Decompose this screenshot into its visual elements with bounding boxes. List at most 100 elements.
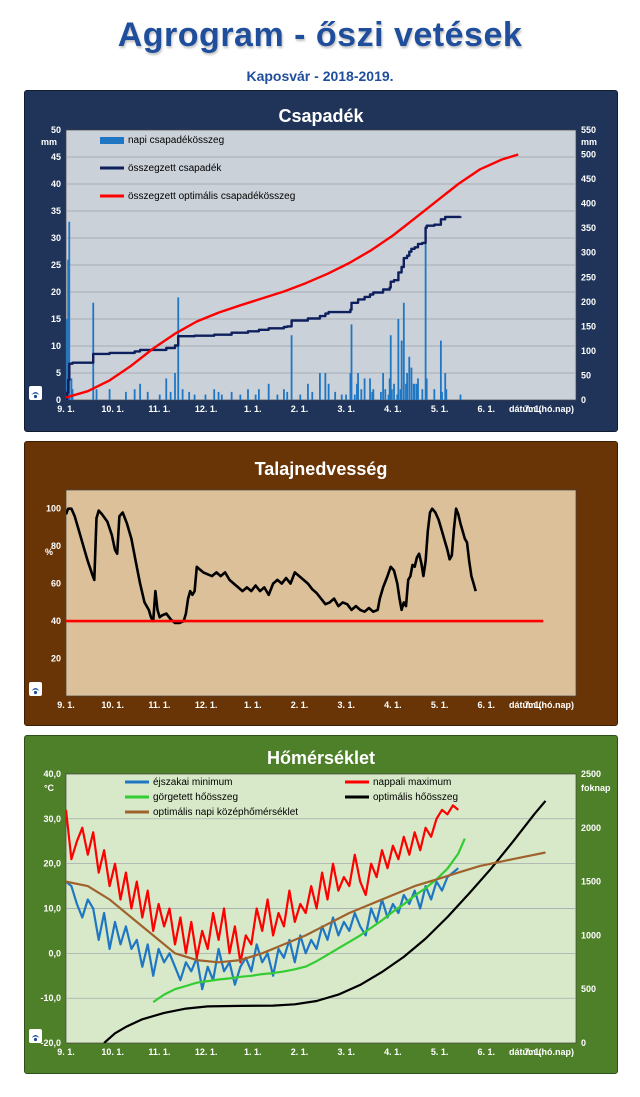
precip-bar (384, 389, 387, 400)
precip-bar (193, 394, 196, 400)
y-tick-label: 5 (56, 368, 61, 378)
precip-bar (412, 383, 415, 400)
precip-bar (444, 373, 447, 400)
precip-bar (67, 259, 70, 400)
x-tick-label: 2. 1. (291, 404, 309, 414)
precip-bar (334, 391, 337, 400)
x-tick-label: 3. 1. (337, 700, 355, 710)
x-tick-label: 11. 1. (148, 700, 170, 710)
series-összegzett-optimális-csapadékösszeg (66, 153, 519, 399)
precip-bar (95, 389, 98, 400)
y2-tick-label: 1000 (581, 930, 601, 940)
precip-bar (360, 389, 363, 400)
temperature-chart: Hőmérséklet -20,0 -10,0 0,0 10,0 20,0 30,0 40,0… (29, 748, 611, 1057)
legend-label: éjszakai minimum (153, 777, 232, 788)
precip-bar (70, 378, 73, 400)
y-tick-label: 40,0 (43, 769, 61, 779)
x-tick-label: 9. 1. (57, 1047, 75, 1057)
panel-title: Talajnedvesség (255, 459, 388, 479)
precip-bar (324, 373, 327, 400)
x-tick-label: 1. 1. (244, 1047, 262, 1057)
precip-bar (276, 394, 279, 400)
y-tick-label: 20 (51, 287, 61, 297)
precip-bar (433, 389, 436, 400)
y-tick-label: -10,0 (40, 993, 61, 1003)
precip-bar (350, 324, 353, 400)
precip-bar (424, 232, 427, 400)
precip-bar (349, 373, 352, 400)
y2-tick-label: 450 (581, 174, 596, 184)
precip-bar (406, 373, 408, 400)
y-tick-label: 30 (51, 233, 61, 243)
y-tick-label: 35 (51, 206, 61, 216)
series-group (66, 153, 519, 400)
page-subtitle: Kaposvár - 2018-2019. (246, 68, 394, 84)
precip-bar (327, 383, 330, 400)
x-tick-label: 5. 1. (431, 1047, 449, 1057)
precip-bar (389, 335, 392, 400)
precip-bar (408, 356, 411, 400)
precip-bar (290, 335, 293, 400)
precip-bar (169, 391, 172, 400)
precip-bar (371, 391, 374, 400)
legend-label: görgetett hőösszeg (153, 792, 238, 803)
y-tick-label: 10,0 (43, 904, 61, 914)
panel-title: Hőmérséklet (267, 748, 375, 768)
x-unit-label: dátum (hó.nap) (509, 1047, 574, 1057)
x-tick-label: 1. 1. (244, 700, 262, 710)
precip-bar (311, 391, 314, 400)
precip-bar (402, 302, 405, 400)
x-tick-label: 7. 1. (524, 700, 542, 710)
series-optimális-napi-középhőmérséklet (66, 851, 546, 964)
precip-bar (177, 297, 180, 400)
panel-title: Csapadék (278, 106, 364, 126)
logo-badge (29, 386, 42, 400)
x-tick-label: 12. 1. (195, 700, 218, 710)
legend-label: nappali maximum (373, 777, 451, 788)
precip-bar (345, 394, 347, 400)
y2-tick-label: 2500 (581, 769, 601, 779)
precip-bar (382, 373, 385, 400)
precip-bar (108, 389, 111, 400)
precip-bar (357, 373, 359, 400)
y2-tick-label: 500 (581, 984, 596, 994)
precip-bar (204, 394, 207, 400)
x-tick-label: 4. 1. (384, 1047, 402, 1057)
y-tick-label: 60 (51, 579, 61, 589)
x-tick-label: 9. 1. (57, 404, 75, 414)
y-tick-label: 80 (51, 541, 61, 551)
precip-bar (66, 319, 68, 400)
y-tick-label: 20,0 (43, 859, 61, 869)
y2-tick-label: 50 (581, 370, 591, 380)
precip-bar (405, 383, 407, 400)
precip-bar (230, 391, 233, 400)
y2-tick-label: 300 (581, 248, 596, 258)
precip-bar (356, 383, 358, 400)
series-group (66, 507, 544, 625)
y-tick-label: -20,0 (40, 1038, 61, 1048)
x-tick-label: 5. 1. (431, 700, 449, 710)
precip-bar (283, 389, 285, 400)
soil-moisture-panel: Talajnedvesség 20 40 60 80 100% 9. 1. 10. 1. 11.… (24, 441, 618, 726)
precip-bar (188, 391, 191, 400)
precip-bar (397, 319, 400, 400)
precip-bar (400, 340, 403, 400)
soil-moisture-chart: Talajnedvesség 20 40 60 80 100% 9. 1. 10. 1. 11.… (29, 459, 577, 710)
precip-bar (286, 391, 289, 400)
precip-bar (165, 378, 168, 400)
precip-bar (441, 391, 443, 400)
logo-badge (29, 682, 42, 696)
y2-tick-label: 1500 (581, 877, 601, 887)
y2-tick-label: 550 (581, 125, 596, 135)
series-éjszakai-minimum (66, 867, 459, 991)
precip-bar (125, 391, 127, 400)
legend-swatch (100, 137, 124, 144)
precip-bar (399, 389, 402, 400)
precip-bar (92, 302, 95, 400)
series-görgetett-hőösszeg (152, 838, 466, 1004)
x-tick-label: 12. 1. (195, 1047, 218, 1057)
y2-unit-label: foknap (581, 783, 611, 793)
y2-tick-label: 2000 (581, 823, 601, 833)
y2-tick-label: 0 (581, 1038, 586, 1048)
x-tick-label: 4. 1. (384, 700, 402, 710)
